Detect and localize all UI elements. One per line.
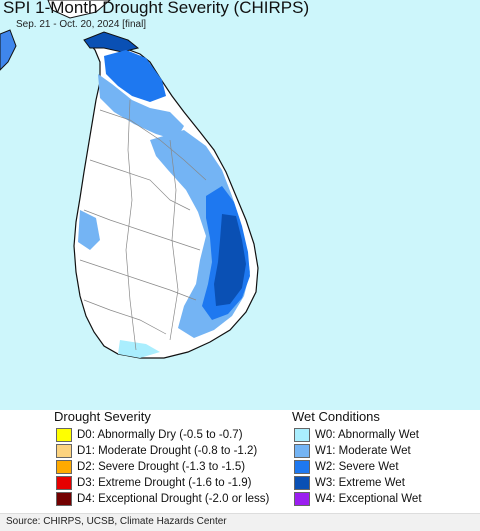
legend-label-d4: D4: Exceptional Drought (-2.0 or less) [77, 493, 270, 505]
wet-area-south [118, 340, 160, 358]
legend-label-d0: D0: Abnormally Dry (-0.5 to -0.7) [77, 429, 243, 441]
legend-item-w2: W2: Severe Wet [294, 460, 399, 474]
swatch-w2 [294, 460, 310, 474]
footer: Source: CHIRPS, UCSB, Climate Hazards Ce… [0, 513, 480, 531]
legend-item-w4: W4: Exceptional Wet [294, 492, 422, 506]
swatch-w1 [294, 444, 310, 458]
map-title: SPI 1-Month Drought Severity (CHIRPS) [3, 0, 310, 17]
wet-area-west [78, 210, 100, 250]
drought-map: SPI 1-Month Drought Severity (CHIRPS) Se… [0, 0, 480, 410]
wet-area-north-moderate [98, 74, 184, 140]
legend-label-w0: W0: Abnormally Wet [315, 429, 419, 441]
legend-label-d3: D3: Extreme Drought (-1.6 to -1.9) [77, 477, 252, 489]
map-canvas [0, 0, 259, 359]
legend: Drought Severity Wet Conditions D0: Abno… [0, 409, 480, 514]
jaffna-peninsula [83, 31, 140, 53]
swatch-d2 [56, 460, 72, 474]
legend-item-w3: W3: Extreme Wet [294, 476, 405, 490]
legend-label-w2: W2: Severe Wet [315, 461, 399, 473]
india-landmass [0, 29, 17, 71]
swatch-d0 [56, 428, 72, 442]
legend-label-w1: W1: Moderate Wet [315, 445, 411, 457]
source-credit: Source: CHIRPS, UCSB, Climate Hazards Ce… [6, 516, 227, 527]
wet-legend-heading: Wet Conditions [292, 409, 380, 424]
legend-label-w4: W4: Exceptional Wet [315, 493, 422, 505]
legend-item-w1: W1: Moderate Wet [294, 444, 411, 458]
legend-item-d3: D3: Extreme Drought (-1.6 to -1.9) [56, 476, 251, 490]
swatch-w3 [294, 476, 310, 490]
swatch-w0 [294, 428, 310, 442]
legend-item-d1: D1: Moderate Drought (-0.8 to -1.2) [56, 444, 257, 458]
wet-area-north [104, 50, 166, 102]
swatch-d4 [56, 492, 72, 506]
swatch-d1 [56, 444, 72, 458]
legend-item-d0: D0: Abnormally Dry (-0.5 to -0.7) [56, 428, 243, 442]
legend-label-d1: D1: Moderate Drought (-0.8 to -1.2) [77, 445, 258, 457]
swatch-w4 [294, 492, 310, 506]
legend-item-d2: D2: Severe Drought (-1.3 to -1.5) [56, 460, 245, 474]
swatch-d3 [56, 476, 72, 490]
legend-item-d4: D4: Exceptional Drought (-2.0 or less) [56, 492, 269, 506]
wet-area-east-extreme [214, 214, 246, 306]
district-borders [79, 99, 207, 351]
india-landmass-north [47, 0, 111, 19]
map-subtitle: Sep. 21 - Oct. 20, 2024 [final] [16, 19, 147, 30]
legend-label-w3: W3: Extreme Wet [315, 477, 405, 489]
legend-item-w0: W0: Abnormally Wet [294, 428, 419, 442]
drought-legend-heading: Drought Severity [54, 409, 151, 424]
legend-label-d2: D2: Severe Drought (-1.3 to -1.5) [77, 461, 246, 473]
